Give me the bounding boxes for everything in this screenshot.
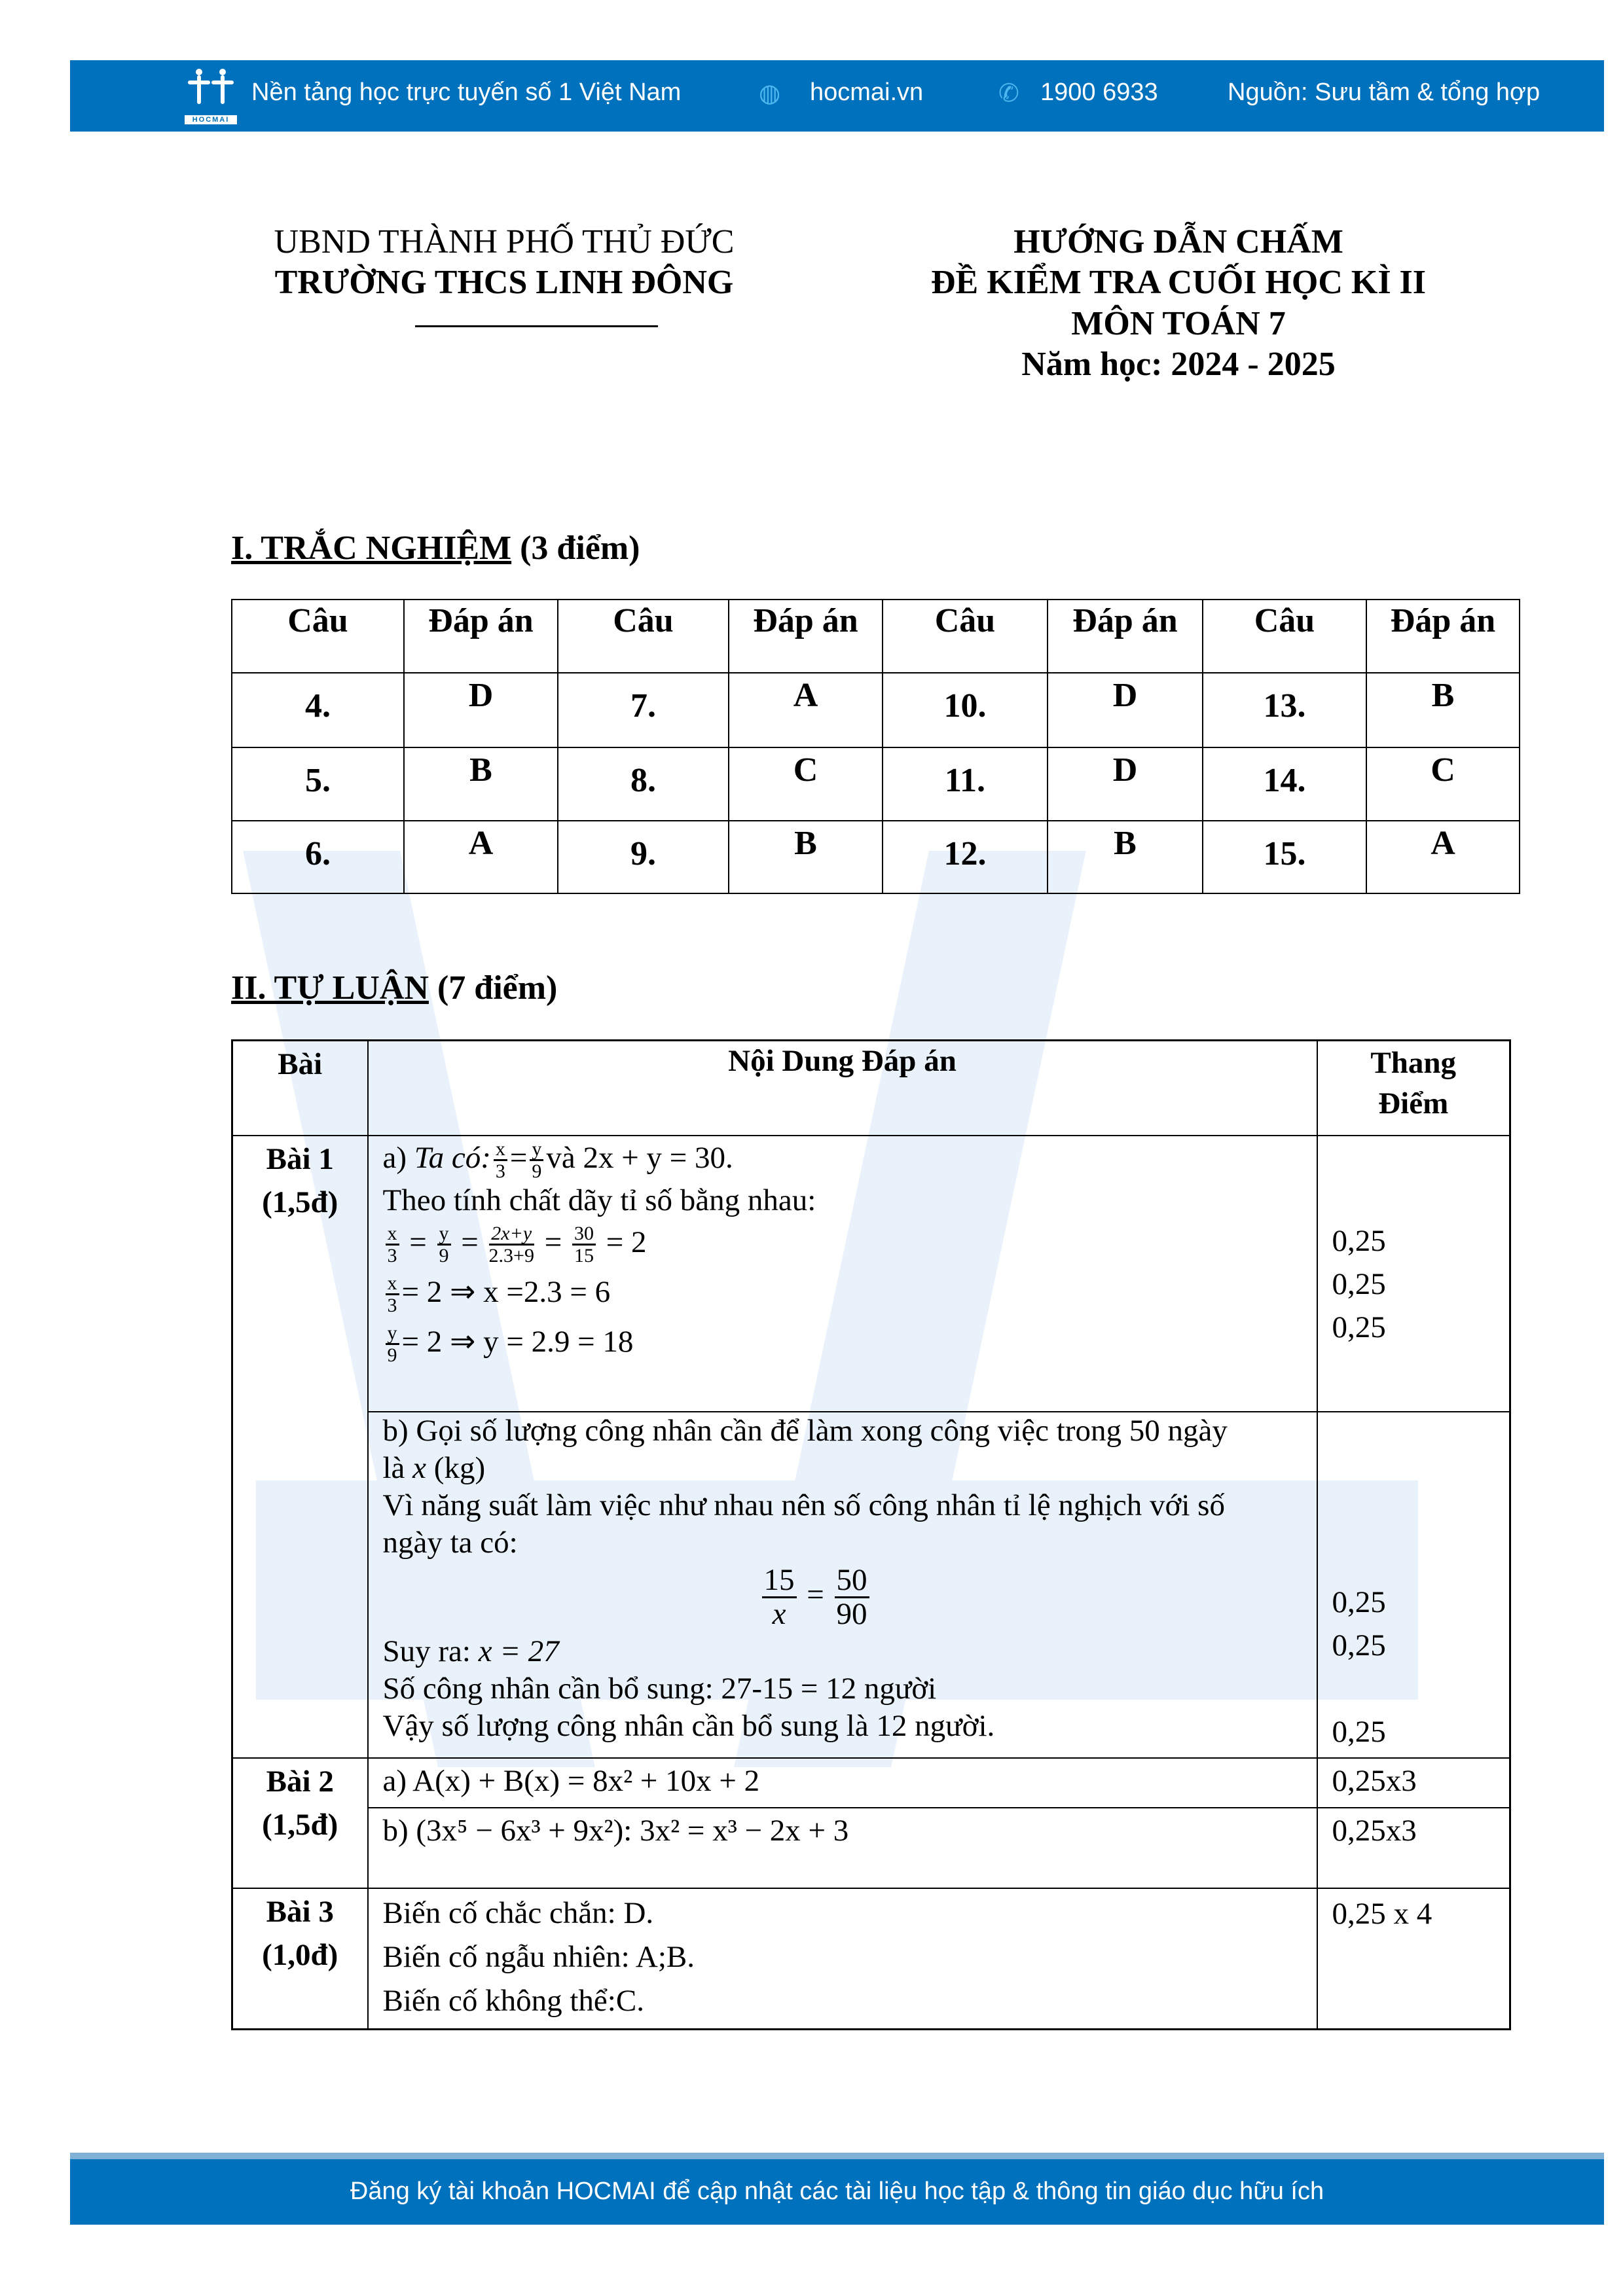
section1-heading: I. TRẮC NGHIỆM (3 điểm) (231, 529, 640, 567)
bai2-a-score: 0,25x3 (1332, 1763, 1417, 1798)
bai3-line2: Biến cố ngẫu nhiên: A;B. (382, 1939, 695, 1974)
answer-cell: B (403, 747, 558, 821)
bai1-a-score3: 0,25 (1332, 1310, 1386, 1344)
school-name: TRƯỜNG THCS LINH ĐÔNG (274, 264, 734, 301)
school-year: Năm học: 2024 - 2025 (1021, 346, 1336, 383)
footer-text: Đăng ký tài khoản HOCMAI để cập nhật các… (350, 2178, 1324, 2205)
bai1-b-equation: 15 x = 50 90 (383, 1564, 1317, 1631)
bai1-b-line4: ngày ta có: (382, 1525, 518, 1560)
bai1-b-score3: 0,25 (1332, 1714, 1386, 1749)
bai3-line1: Biến cố chắc chắn: D. (382, 1895, 654, 1930)
section2-heading: II. TỰ LUẬN (7 điểm) (231, 969, 558, 1007)
bai3-score: 0,25 x 4 (1332, 1896, 1432, 1931)
globe-icon: ◍ (759, 80, 781, 107)
phone-icon: ✆ (998, 80, 1019, 107)
bai1-a-score2: 0,25 (1332, 1266, 1386, 1301)
bai1-b-line3: Vì năng suất làm việc như nhau nên số cô… (382, 1488, 1225, 1522)
tagline: Nền tảng học trực tuyến số 1 Việt Nam (251, 79, 682, 106)
bottom-banner: Đăng ký tài khoản HOCMAI để cập nhật các… (70, 2153, 1604, 2225)
bai1-a-line1: a) Ta có: x 3 = y 9 và 2x + y = 30. (382, 1138, 733, 1182)
exam-title: ĐỀ KIỂM TRA CUỐI HỌC KÌ II (930, 264, 1427, 301)
bai1-a-cell: a) Ta có: x 3 = y 9 và 2x + y = 30. Theo tính … (367, 1134, 1318, 1412)
bai1-b-score1: 0,25 (1332, 1585, 1386, 1619)
bai1-a-score1: 0,25 (1332, 1223, 1386, 1258)
answer-cell: D (1047, 747, 1203, 821)
bai1-b-line6: Số công nhân cần bổ sung: 27-15 = 12 ngư… (382, 1672, 937, 1706)
question-cell: 6. (231, 820, 405, 894)
bai2-label: Bài 2 (1,5đ) (231, 1757, 369, 1889)
top-banner: HOCMAI Nền tảng học trực tuyến số 1 Việt… (70, 60, 1604, 132)
question-cell: 15. (1202, 820, 1367, 894)
logo-text: HOCMAI (185, 115, 237, 124)
essay-table: Bài Nội Dung Đáp án Thang Điểm Bài 1 (1,5đ… (231, 1039, 1511, 2030)
bai1-b-cell: b) Gọi số lượng công nhân cần để làm xon… (367, 1410, 1318, 1759)
question-cell: 10. (882, 672, 1048, 748)
bai3-label: Bài 3 (1,0đ) (231, 1887, 369, 2030)
question-cell: 8. (557, 747, 729, 821)
answer-cell: B (728, 820, 883, 894)
answer-cell: C (728, 747, 883, 821)
table-header: Câu (231, 599, 405, 673)
question-cell: 14. (1202, 747, 1367, 821)
bai1-b-line7: Vậy số lượng công nhân cần bổ sung là 12… (382, 1709, 995, 1744)
doc-title: HƯỚNG DẪN CHẤM (1013, 223, 1343, 260)
bai1-b-score2: 0,25 (1332, 1628, 1386, 1662)
bai3-text: Biến cố chắc chắn: D. Biến cố ngẫu nhiên… (367, 1887, 1318, 2030)
question-cell: 7. (557, 672, 729, 748)
table-header: Đáp án (403, 599, 558, 673)
answer-cell: B (1047, 820, 1203, 894)
table-header: Câu (1202, 599, 1367, 673)
answer-cell: D (403, 672, 558, 748)
hocmai-logo: HOCMAI (185, 67, 237, 124)
bai1-a-line2: Theo tính chất dãy tỉ số bằng nhau: (382, 1183, 816, 1217)
question-cell: 9. (557, 820, 729, 894)
question-cell: 11. (882, 747, 1048, 821)
bai2-b-score: 0,25x3 (1332, 1813, 1417, 1848)
bai1-b-line1: b) Gọi số lượng công nhân cần để làm xon… (382, 1413, 1228, 1448)
answer-cell: B (1366, 672, 1520, 748)
table-header: Câu (882, 599, 1048, 673)
divider (415, 325, 658, 327)
bai2-b: b) (3x⁵ − 6x³ + 9x²): 3x² = x³ − 2x + 3 (382, 1813, 849, 1848)
table-header: Đáp án (1047, 599, 1203, 673)
answer-cell: D (1047, 672, 1203, 748)
bai1-b-scores: 0,25 0,25 0,25 (1316, 1410, 1511, 1759)
question-cell: 5. (231, 747, 405, 821)
bai1-b-line2: là x (kg) (382, 1450, 486, 1485)
answer-cell: A (403, 820, 558, 894)
header-content: Nội Dung Đáp án (367, 1039, 1318, 1136)
answer-cell: C (1366, 747, 1520, 821)
answer-cell: A (1366, 820, 1520, 894)
source-note: Nguồn: Sưu tầm & tổng hợp (1228, 79, 1541, 106)
bai3-line3: Biến cố không thể:C. (382, 1983, 644, 2018)
bai2-a: a) A(x) + B(x) = 8x² + 10x + 2 (382, 1763, 760, 1798)
bai1-a-line4: x 3 = 2 ⇒ x =2.3 = 6 (383, 1272, 1317, 1316)
bai1-b-line5: Suy ra: x = 27 (382, 1634, 559, 1669)
subject: MÔN TOÁN 7 (1071, 305, 1286, 342)
question-cell: 4. (231, 672, 405, 748)
table-header: Đáp án (1366, 599, 1520, 673)
table-header: Đáp án (728, 599, 883, 673)
phone-number: 1900 6933 (1040, 79, 1158, 106)
table-header: Câu (557, 599, 729, 673)
bai1-a-line5: y 9 = 2 ⇒ y = 2.9 = 18 (383, 1322, 1317, 1366)
header-score: Thang Điểm (1316, 1039, 1511, 1136)
bai1-label: Bài 1 (1,5đ) (231, 1134, 369, 1759)
question-cell: 13. (1202, 672, 1367, 748)
question-cell: 12. (882, 820, 1048, 894)
logo-figures-icon (188, 69, 234, 104)
header-bai: Bài (231, 1039, 369, 1136)
bai1-a-scores: 0,25 0,25 0,25 (1316, 1134, 1511, 1412)
website-link[interactable]: hocmai.vn (810, 79, 924, 106)
org-name: UBND THÀNH PHỐ THỦ ĐỨC (274, 223, 735, 260)
answer-cell: A (728, 672, 883, 748)
